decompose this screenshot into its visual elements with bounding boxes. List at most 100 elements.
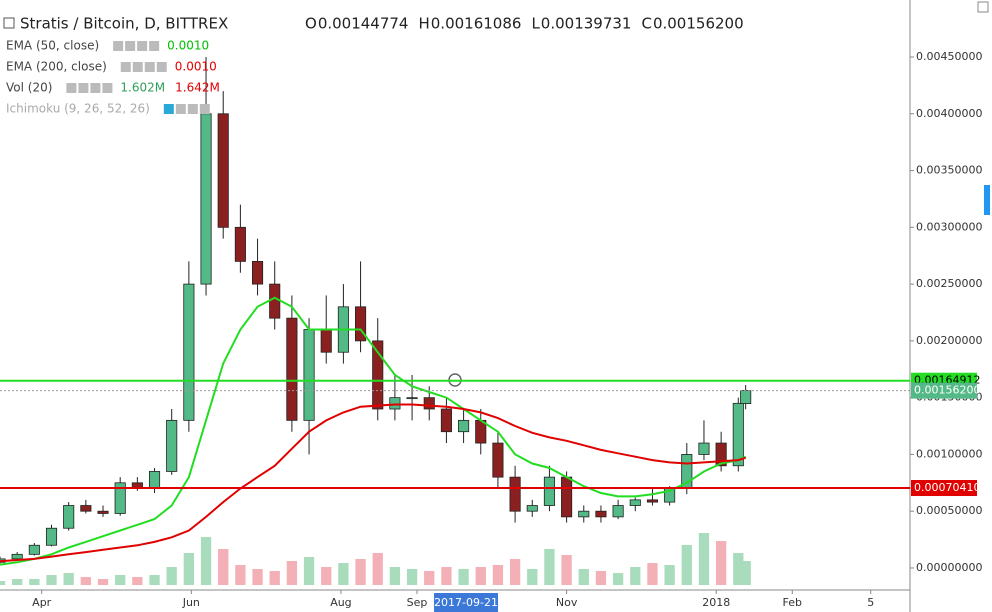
volume-bar — [338, 563, 349, 585]
candle-body — [11, 553, 23, 560]
indicator-icon — [149, 41, 160, 51]
y-tick-label: 0.00350000 — [916, 164, 982, 177]
candle-body — [509, 476, 521, 512]
ema-line — [0, 403, 746, 563]
volume-bar — [647, 563, 658, 585]
x-tick-label: 5 — [867, 596, 874, 609]
price-layer — [0, 57, 752, 566]
candle-body — [234, 226, 246, 262]
ohlc-key: O — [305, 15, 317, 33]
volume-bar — [509, 559, 521, 585]
y-tick-label: 0.00100000 — [916, 447, 982, 460]
indicator-value: 1.602M — [120, 81, 165, 95]
volume-bar — [458, 569, 469, 585]
candle-body — [286, 317, 298, 421]
indicator-value: 1.642M — [175, 81, 220, 95]
volume-bar — [46, 575, 57, 585]
volume-bar — [115, 575, 126, 585]
candle-body — [269, 283, 281, 319]
volume-bar — [664, 565, 675, 585]
candle-body — [561, 476, 573, 518]
candle-body — [320, 329, 332, 353]
volume-bar — [406, 569, 418, 585]
y-tick-label: 0.00450000 — [916, 50, 982, 63]
volume-bar — [149, 575, 160, 585]
candle-body — [28, 544, 40, 555]
x-tick-label: Nov — [556, 596, 578, 609]
indicator-icon — [78, 83, 89, 93]
indicator-name: Vol (20) — [6, 81, 52, 95]
candle-body — [543, 476, 555, 506]
ohlc-value: 0.00139731 — [541, 15, 632, 33]
indicator-icon — [175, 104, 186, 114]
candle-body — [595, 510, 607, 518]
candle-body — [440, 408, 452, 433]
volume-bar — [12, 579, 23, 585]
volume-bar — [527, 569, 538, 585]
candle-body — [114, 482, 126, 514]
overlay-layer: Stratis / Bitcoin, D, BITTREX 0.00000000… — [0, 15, 982, 612]
indicator-icon — [199, 104, 210, 114]
ema-line — [0, 296, 747, 566]
x-tick-label: Sep — [407, 596, 428, 609]
volume-bar — [424, 571, 435, 585]
icon[interactable] — [3, 17, 15, 29]
indicator-icon — [66, 83, 77, 93]
indicator-icon — [120, 62, 131, 72]
indicator-icon — [90, 83, 101, 93]
volume-bar — [389, 567, 401, 585]
volume-bar — [441, 567, 452, 585]
volume-bar — [0, 581, 6, 585]
indicator-icon — [187, 104, 198, 114]
price-label: 0.00070410 — [914, 481, 980, 494]
volume-bar — [132, 577, 143, 585]
candle-body — [698, 442, 710, 455]
x-tick-label: Aug — [330, 596, 351, 609]
ohlc-value: 0.00156200 — [653, 15, 744, 33]
indicator-icon — [125, 41, 136, 51]
volume-bar — [80, 577, 91, 585]
candle-body — [740, 390, 752, 404]
volume-bar — [286, 561, 298, 585]
icon[interactable] — [977, 1, 989, 13]
y-tick-label: 0.00250000 — [916, 277, 982, 290]
volume-bar — [183, 553, 195, 585]
indicator-name: Ichimoku (9, 26, 52, 26) — [6, 102, 150, 116]
volume-bar — [200, 537, 212, 585]
ohlc-key: H — [418, 15, 429, 33]
volume-bar — [715, 541, 727, 585]
scroll-handle[interactable] — [984, 185, 990, 215]
candle-body — [200, 113, 212, 285]
indicator-icon — [163, 104, 174, 114]
indicator-value: 0.0010 — [167, 39, 209, 53]
volume-bar — [561, 555, 572, 585]
candle-body — [183, 283, 195, 421]
volume-bar — [681, 545, 692, 585]
cursor-x-box — [434, 593, 499, 612]
candle-body — [97, 510, 109, 514]
volume-bar — [612, 573, 624, 585]
volume-bar — [29, 579, 40, 585]
candle-body — [646, 499, 659, 503]
chart-title: Stratis / Bitcoin, D, BITTREX — [20, 15, 228, 33]
price-label-box — [911, 480, 977, 497]
candle-body — [251, 260, 264, 285]
x-tick-label: Feb — [783, 596, 802, 609]
volume-bar — [321, 567, 332, 585]
candle-body — [389, 397, 401, 410]
volume-layer — [0, 533, 751, 585]
candle-body — [406, 397, 418, 400]
ohlc-key: L — [531, 15, 540, 33]
candle-body — [612, 505, 624, 518]
y-tick-label: 0.00300000 — [916, 220, 982, 233]
candle-body — [45, 527, 58, 546]
volume-bar — [544, 549, 555, 585]
indicator-icon — [156, 62, 167, 72]
candle-body — [80, 505, 92, 512]
volume-bar — [166, 567, 177, 585]
y-tick-label: 0.00200000 — [916, 334, 982, 347]
candle-body — [458, 419, 470, 433]
volume-bar — [475, 567, 486, 585]
x-tick-label: 2018 — [702, 596, 730, 609]
